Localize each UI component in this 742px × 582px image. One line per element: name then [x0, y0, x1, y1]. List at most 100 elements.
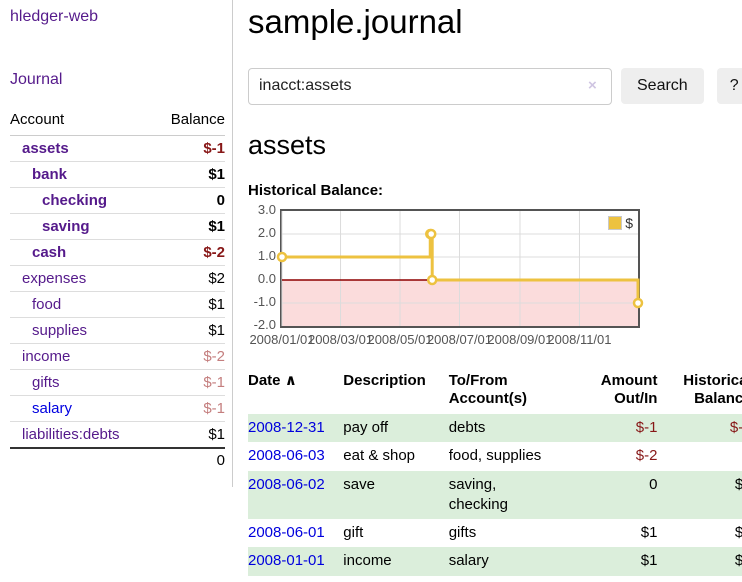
transaction-row: 2008-06-01 gift gifts $1 $2 — [248, 519, 742, 547]
transaction-date-cell: 2008-06-01 — [248, 519, 343, 547]
transaction-row: 2008-12-31 pay off debts $-1 $-1 — [248, 414, 742, 443]
legend-swatch-icon — [608, 215, 623, 230]
transaction-balance: $2 — [734, 524, 742, 542]
account-balance: $1 — [153, 213, 225, 240]
account-row: gifts $-1 — [10, 369, 225, 396]
transaction-amount: $1 — [640, 524, 658, 542]
transaction-amount: $-2 — [635, 447, 658, 465]
transaction-balance: 0 — [657, 442, 742, 470]
sidebar: hledger-web Journal Account Balance asse… — [0, 0, 233, 487]
account-link[interactable]: saving — [42, 218, 90, 235]
y-axis-tick-label: 0.0 — [257, 270, 276, 286]
account-row: supplies $1 — [10, 317, 225, 344]
search-input[interactable] — [248, 67, 612, 105]
x-axis-tick-label: 2008/03/01 — [307, 331, 374, 347]
y-axis-tick-label: -2.0 — [253, 316, 276, 332]
account-balance: $-2 — [153, 239, 225, 266]
transaction-date-link[interactable]: 2008-12-31 — [248, 419, 325, 437]
historical-balance-chart: $ 3.0 2.0 1.0 0.0 -1.0 -2.0 2008/01/01 2008/03/… — [248, 202, 668, 347]
accounts-total-row: 0 — [10, 447, 225, 473]
account-link[interactable]: gifts — [32, 374, 60, 391]
legend-label: $ — [625, 214, 633, 231]
accounts-header-account: Account — [10, 111, 154, 136]
y-axis-tick-label: 3.0 — [257, 201, 276, 217]
transaction-description: gift — [343, 524, 364, 542]
transaction-date-link[interactable]: 2008-06-02 — [248, 475, 325, 493]
account-balance: $1 — [153, 421, 225, 449]
transaction-description: save — [343, 475, 375, 493]
account-row: saving $1 — [10, 213, 225, 240]
accounts-table-body: assets $-1 bank $1 checking 0 saving $1 cash $-2 e… — [10, 135, 225, 473]
chart-canvas — [276, 210, 644, 326]
page-title: sample.journal — [248, 3, 463, 40]
account-link[interactable]: supplies — [32, 322, 88, 339]
chart-legend: $ — [606, 213, 635, 232]
register-header-description[interactable]: Description — [343, 371, 426, 389]
account-balance: $-2 — [153, 343, 225, 370]
register-header-balance[interactable]: Historical Balance — [683, 371, 742, 408]
account-balance: $-1 — [153, 395, 225, 422]
register-table-body: 2008-12-31 pay off debts $-1 $-1 2008-06-03 ea… — [248, 414, 742, 576]
x-axis-tick-label: 2008/05/01 — [367, 331, 433, 347]
app-brand: hledger-web — [10, 8, 225, 26]
account-balance: $1 — [153, 291, 225, 318]
app-brand-link[interactable]: hledger-web — [10, 8, 99, 25]
register-header-accounts[interactable]: To/From Account(s) — [448, 371, 528, 408]
account-link[interactable]: liabilities:debts — [22, 426, 120, 443]
account-link[interactable]: assets — [22, 140, 69, 157]
sort-asc-icon: ∧ — [284, 371, 297, 389]
transaction-row: 2008-06-03 eat & shop food, supplies $-20 — [248, 442, 742, 470]
clear-search-icon[interactable]: × — [588, 76, 597, 94]
account-balance: $-1 — [153, 369, 225, 396]
chart-plot-area[interactable]: $ — [276, 208, 644, 328]
accounts-total-value: 0 — [153, 447, 225, 473]
account-link[interactable]: income — [22, 348, 71, 365]
main-content: sample.journal × Search ? assets Histori… — [233, 0, 742, 576]
account-row: assets $-1 — [10, 135, 225, 162]
transaction-balance: $2 — [734, 475, 742, 493]
account-link[interactable]: cash — [32, 244, 67, 261]
transaction-accounts: saving, checking — [448, 475, 508, 513]
y-axis-tick-label: -1.0 — [253, 293, 276, 309]
account-row: liabilities:debts $1 — [10, 421, 225, 449]
account-link[interactable]: checking — [42, 192, 108, 209]
accounts-header-balance: Balance — [153, 111, 225, 136]
transaction-date-cell: 2008-06-03 — [248, 442, 343, 470]
transaction-accounts: debts — [448, 419, 486, 437]
account-row: food $1 — [10, 291, 225, 318]
search-button[interactable]: Search — [621, 68, 704, 105]
transaction-date-link[interactable]: 2008-06-01 — [248, 524, 325, 542]
account-row: expenses $2 — [10, 265, 225, 292]
x-axis-tick-label: 2008/07/01 — [426, 331, 493, 347]
y-axis-tick-label: 2.0 — [257, 224, 276, 240]
chart-title: Historical Balance: — [248, 181, 384, 199]
transaction-description: income — [343, 552, 392, 570]
register-header-amount[interactable]: Amount Out/In — [600, 371, 658, 408]
account-row: cash $-2 — [10, 239, 225, 266]
account-row: income $-2 — [10, 343, 225, 370]
transaction-date-link[interactable]: 2008-06-03 — [248, 447, 325, 465]
account-row: salary $-1 — [10, 395, 225, 422]
account-balance: 0 — [153, 187, 225, 214]
x-axis-tick-label: 2008/01/01 — [249, 331, 315, 347]
register-table: Date ∧ Description To/From Account(s) Am… — [248, 370, 742, 576]
transaction-date-cell: 2008-06-02 — [248, 471, 343, 520]
accounts-table: Account Balance assets $-1 bank $1 checking 0… — [10, 111, 225, 473]
search-form: × Search ? — [248, 67, 742, 105]
transaction-amount: 0 — [649, 475, 658, 493]
account-row: bank $1 — [10, 161, 225, 188]
account-link[interactable]: food — [32, 296, 62, 313]
account-link[interactable]: expenses — [22, 270, 87, 287]
sidebar-nav: Journal — [10, 71, 225, 89]
help-button[interactable]: ? — [716, 68, 742, 105]
transaction-accounts: gifts — [448, 524, 477, 542]
transaction-date-link[interactable]: 2008-01-01 — [248, 552, 325, 570]
account-link[interactable]: bank — [32, 166, 68, 183]
nav-journal-link[interactable]: Journal — [10, 71, 63, 88]
account-row: checking 0 — [10, 187, 225, 214]
y-axis-tick-label: 1.0 — [257, 247, 276, 263]
register-header-date[interactable]: Date ∧ — [248, 371, 297, 389]
account-link[interactable]: salary — [32, 400, 73, 417]
transaction-date-cell: 2008-01-01 — [248, 547, 343, 575]
